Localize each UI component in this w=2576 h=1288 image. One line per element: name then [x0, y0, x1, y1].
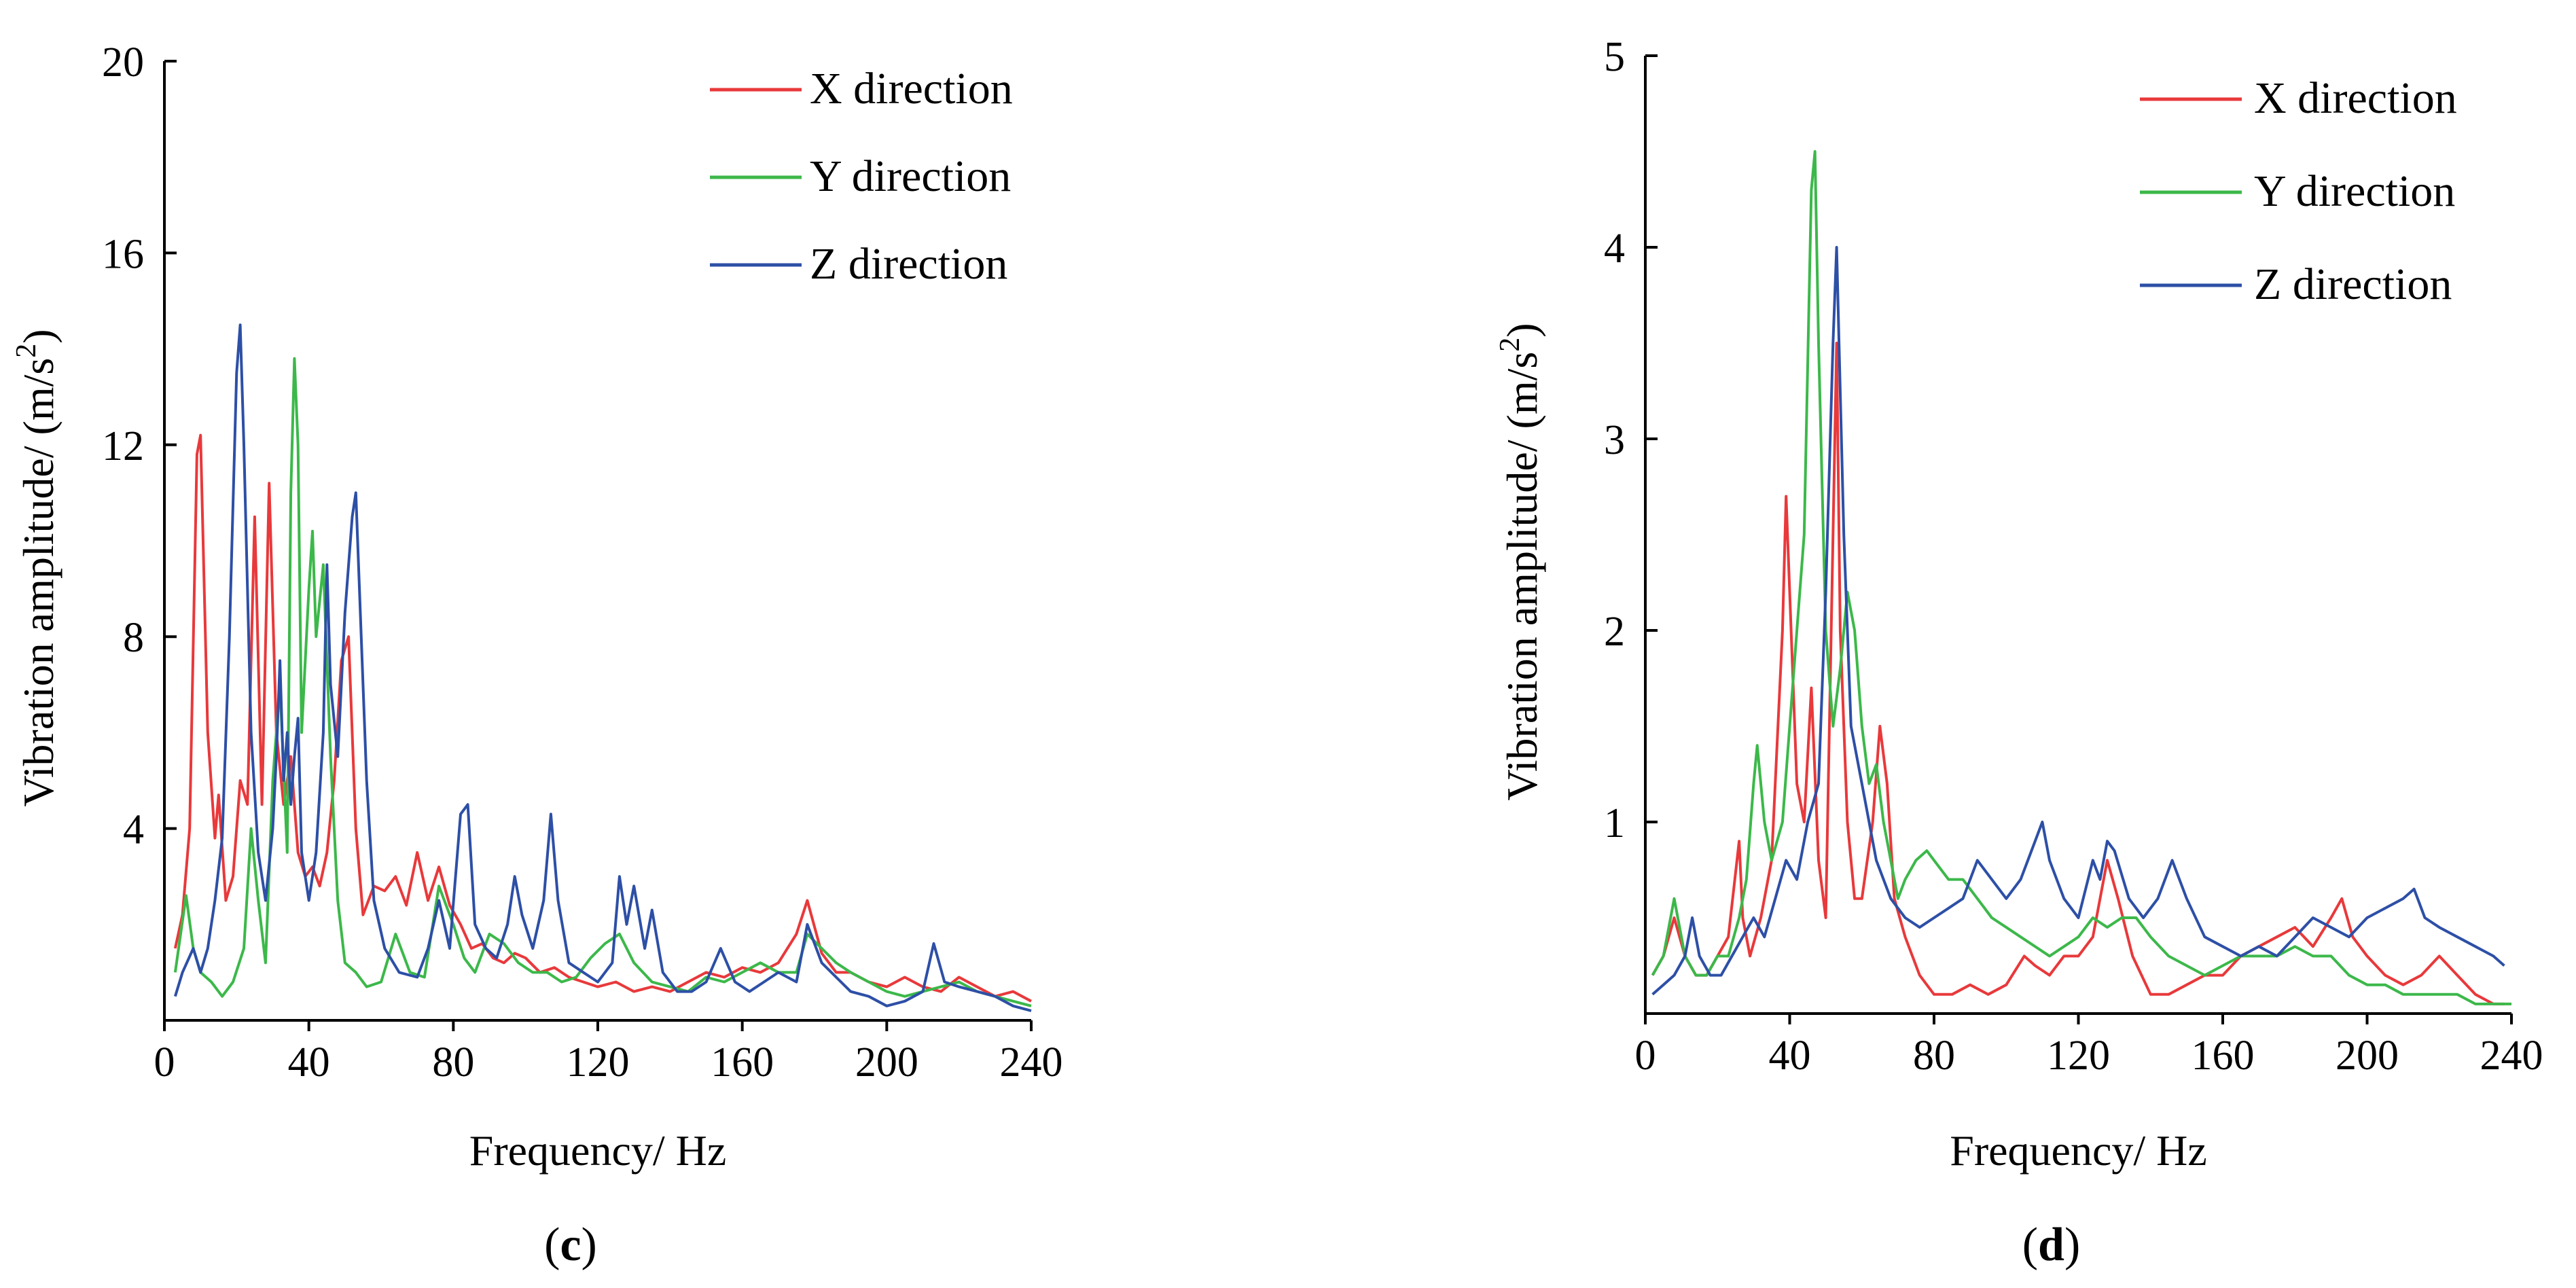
x-tick-label: 200: [855, 1039, 918, 1086]
x-tick-label: 240: [1000, 1039, 1063, 1086]
y-axis-title-superscript: 2: [11, 344, 42, 358]
x-tick-label: 40: [288, 1039, 330, 1086]
legend-entry-label: X direction: [2254, 73, 2457, 123]
y-tick-label: 20: [102, 39, 144, 86]
series-line-z-direction: [173, 323, 1032, 1012]
legend-entry-label: Y direction: [810, 151, 1011, 201]
y-tick-label: 12: [102, 423, 144, 469]
chart-panel-c: 0 40 80 120 160 200 240 4 8 12 16 20 Frequency/ Hz Vi…: [11, 39, 1063, 1271]
y-axis-title: Vibration amplitude/ (m/s2): [1495, 323, 1546, 800]
legend-entry-label: X direction: [810, 64, 1013, 113]
series-line-x-direction: [173, 433, 1032, 1003]
y-tick-label: 4: [1604, 226, 1625, 272]
series-line-y-direction: [173, 357, 1032, 1007]
series-line-z-direction: [1651, 246, 2505, 996]
series-line-y-direction: [1651, 150, 2511, 1005]
legend-entry-label: Y direction: [2254, 166, 2455, 216]
x-tick-label: 40: [1769, 1033, 1811, 1079]
y-axis-title-superscript: 2: [1495, 338, 1526, 352]
x-tick-label: 120: [2047, 1033, 2110, 1079]
x-tick-label: 80: [432, 1039, 474, 1086]
series-line-x-direction: [1651, 342, 2505, 1005]
y-tick-label: 5: [1604, 34, 1625, 80]
x-axis-title: Frequency/ Hz: [1950, 1126, 2207, 1175]
y-axis-title-suffix: ): [14, 329, 62, 343]
panel-label: (c): [544, 1219, 597, 1271]
x-tick-label: 160: [2192, 1033, 2255, 1079]
legend-entry-label: Z direction: [2254, 260, 2452, 309]
y-axis-title-suffix: ): [1498, 323, 1546, 337]
y-tick-label: 1: [1604, 800, 1625, 846]
x-tick-label: 160: [711, 1039, 774, 1086]
y-tick-label: 3: [1604, 417, 1625, 463]
x-tick-label: 200: [2336, 1033, 2399, 1079]
x-tick-label: 80: [1913, 1033, 1955, 1079]
chart-panel-d: 0 40 80 120 160 200 240 1 2 3 4 5 Frequency/ Hz Vibra…: [1495, 34, 2543, 1271]
x-tick-label: 0: [1635, 1033, 1656, 1079]
x-axis-title: Frequency/ Hz: [469, 1126, 727, 1175]
legend-entry-label: Z direction: [810, 239, 1007, 289]
panel-label: (d): [2022, 1219, 2081, 1271]
x-tick-label: 120: [567, 1039, 630, 1086]
y-tick-label: 4: [123, 807, 144, 853]
y-tick-label: 8: [123, 615, 144, 661]
y-tick-label: 16: [102, 231, 144, 277]
y-axis-title-main: Vibration amplitude/ (m/s: [1498, 352, 1546, 801]
y-axis-title: Vibration amplitude/ (m/s2): [11, 329, 62, 806]
y-tick-label: 2: [1604, 609, 1625, 655]
x-tick-label: 0: [154, 1039, 175, 1086]
y-axis-title-main: Vibration amplitude/ (m/s: [14, 358, 62, 807]
x-tick-label: 240: [2480, 1033, 2543, 1079]
